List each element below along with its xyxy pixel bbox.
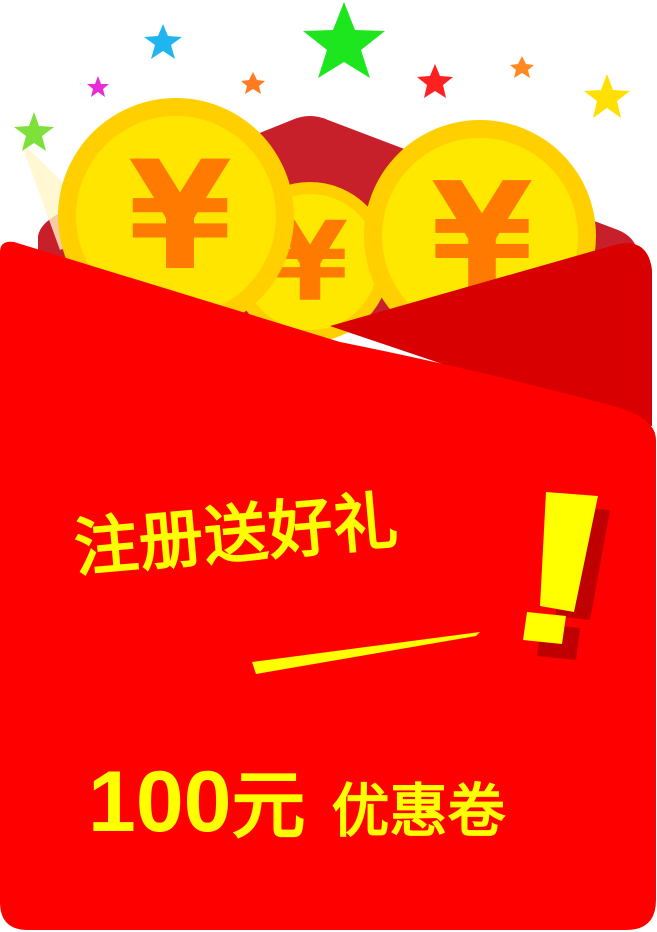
star-icon xyxy=(303,2,385,78)
divider-line xyxy=(252,632,480,674)
star-icon xyxy=(14,112,54,151)
star-icon xyxy=(87,76,109,97)
exclamation-icon xyxy=(523,492,610,660)
star-icon xyxy=(584,74,630,118)
confetti-stars xyxy=(14,2,630,151)
star-icon xyxy=(144,24,182,59)
star-icon xyxy=(417,64,453,98)
coupon-label: 优惠卷 xyxy=(331,777,506,845)
star-icon xyxy=(241,72,265,94)
envelope-front xyxy=(0,241,656,930)
yuan-icon: ¥ xyxy=(128,130,232,304)
coupon-unit: 元 xyxy=(231,763,306,849)
envelope-inner-flap xyxy=(330,243,652,426)
coupon-amount-row: 100元 优惠卷 xyxy=(88,746,506,853)
star-icon xyxy=(510,56,534,78)
coupon-amount: 100 xyxy=(88,754,232,850)
